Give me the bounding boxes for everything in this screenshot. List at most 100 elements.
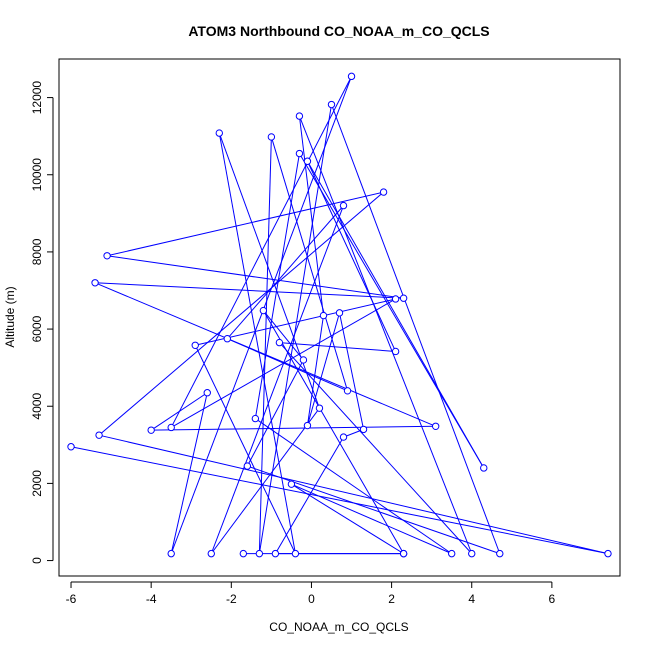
data-point — [259, 306, 268, 315]
data-point — [287, 480, 296, 488]
data-point — [91, 279, 99, 287]
series-segment — [170, 392, 208, 554]
data-point — [480, 464, 488, 472]
series-segment — [151, 425, 436, 431]
series-segment — [291, 483, 452, 555]
data-point — [295, 149, 304, 158]
series-lines — [70, 76, 609, 555]
data-point — [291, 549, 300, 558]
series-segment — [70, 446, 609, 555]
series-segment — [274, 436, 344, 554]
y-tick-label: 2000 — [30, 470, 44, 497]
data-point — [431, 422, 440, 431]
data-point — [95, 431, 103, 439]
series-segment — [98, 191, 384, 436]
x-axis-label: CO_NOAA_m_CO_QCLS — [269, 620, 408, 634]
data-point — [303, 157, 312, 165]
data-point — [391, 295, 400, 303]
series-segment — [210, 407, 320, 554]
series-segment — [262, 310, 304, 361]
data-point — [335, 309, 344, 317]
data-point — [167, 549, 175, 558]
series-segment — [307, 160, 485, 469]
data-point — [359, 425, 368, 434]
y-tick-label: 12000 — [30, 81, 44, 115]
x-axis: -6 -4 -2 0 2 4 6 — [66, 581, 556, 606]
series-segment — [254, 153, 300, 419]
data-point — [604, 549, 612, 558]
series-segment — [298, 116, 324, 316]
series-segment — [246, 359, 304, 467]
series-segment — [95, 282, 404, 299]
x-tick-label: 0 — [308, 592, 315, 606]
series-segment — [107, 255, 404, 299]
data-point — [468, 549, 476, 558]
series-segment — [218, 132, 296, 554]
series-segment — [339, 312, 365, 430]
y-tick-label: 6000 — [30, 315, 44, 342]
data-point — [207, 549, 215, 558]
series-segment — [227, 338, 348, 392]
data-point — [275, 338, 284, 347]
data-point — [303, 421, 312, 430]
y-axis-label: Altitude (m) — [3, 286, 17, 347]
series-segment — [279, 342, 473, 554]
data-point — [223, 335, 232, 343]
series-segment — [247, 465, 500, 555]
series-segment — [170, 76, 352, 554]
data-point — [251, 414, 260, 423]
data-point — [103, 252, 111, 260]
data-point — [448, 549, 456, 558]
data-point — [496, 549, 504, 558]
data-point — [399, 294, 408, 302]
data-point — [391, 347, 400, 356]
series-segment — [306, 312, 340, 426]
data-point — [327, 100, 336, 109]
y-tick-label: 10000 — [30, 158, 44, 192]
data-point — [299, 356, 308, 364]
data-point — [239, 549, 248, 558]
data-point — [215, 129, 223, 137]
series-segment — [291, 483, 404, 555]
series-segment — [298, 153, 485, 469]
data-point — [339, 433, 348, 441]
data-point — [343, 387, 352, 395]
chart-title: ATOM3 Northbound CO_NOAA_m_CO_QCLS — [188, 23, 489, 39]
data-point — [203, 389, 211, 397]
x-tick-label: -2 — [226, 592, 237, 606]
series-segment — [258, 136, 272, 554]
series-segment — [226, 205, 344, 340]
data-point — [319, 311, 328, 320]
data-point — [267, 133, 276, 141]
data-point — [147, 426, 155, 434]
data-point — [167, 423, 175, 432]
x-tick-label: -6 — [66, 592, 77, 606]
data-point — [379, 188, 388, 196]
series-points — [67, 72, 612, 558]
series-segment — [106, 191, 384, 257]
series-segment — [98, 434, 609, 555]
x-tick-label: 6 — [549, 592, 556, 606]
series-segment — [258, 104, 332, 554]
plot-frame — [58, 58, 621, 577]
series-segment — [306, 161, 397, 352]
x-tick-label: 2 — [388, 592, 395, 606]
series-segment — [255, 418, 452, 555]
y-tick-label: 4000 — [30, 393, 44, 420]
series-segment — [298, 115, 473, 554]
y-tick-label: 8000 — [30, 238, 44, 265]
x-tick-label: -4 — [146, 592, 157, 606]
series-segment — [210, 205, 344, 554]
series-segment — [194, 345, 296, 554]
data-point — [315, 404, 324, 412]
data-point — [255, 549, 264, 558]
data-point — [339, 201, 348, 210]
series-segment — [170, 76, 352, 428]
data-point — [271, 549, 280, 558]
y-axis: 0 2000 4000 6000 8000 10000 12000 — [30, 81, 54, 564]
y-tick-label: 0 — [30, 557, 44, 564]
data-point — [191, 341, 199, 349]
series-segment — [270, 136, 348, 391]
data-point — [347, 72, 356, 81]
data-point — [67, 443, 75, 451]
